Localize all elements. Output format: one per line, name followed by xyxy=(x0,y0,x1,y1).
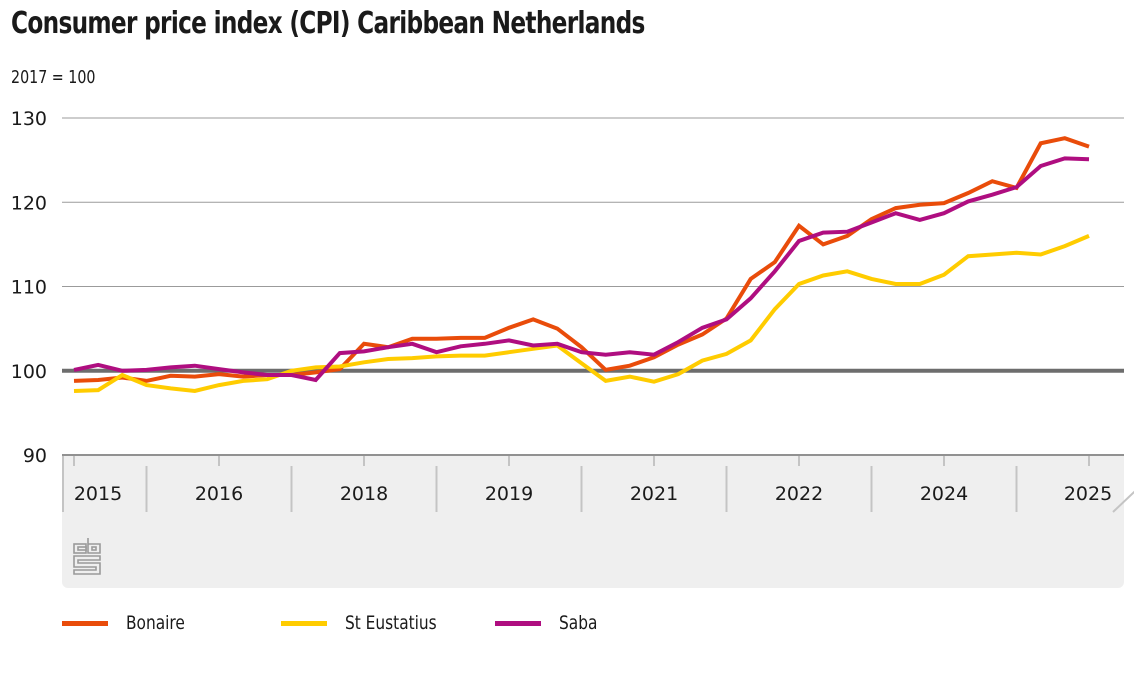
x-tick-label: 2015 xyxy=(74,483,122,505)
x-tick-label: 2019 xyxy=(485,483,533,505)
cbs-logo-icon xyxy=(73,537,101,575)
chart-title: Consumer price index (CPI) Caribbean Net… xyxy=(11,6,645,41)
y-tick-label: 110 xyxy=(11,277,47,299)
x-axis-ticks: 2015 2016 2018 2019 2021 2022 2024 2025 xyxy=(62,456,1134,513)
x-tick-label: 2018 xyxy=(340,483,388,505)
y-tick-label: 130 xyxy=(11,108,47,130)
chart-subtitle: 2017 = 100 xyxy=(11,67,96,88)
legend-label: St Eustatius xyxy=(345,612,438,634)
x-tick-label: 2022 xyxy=(775,483,823,505)
series-lines xyxy=(73,136,1090,394)
series-line-bonaire xyxy=(73,136,1090,383)
y-tick-label: 120 xyxy=(11,192,47,214)
gridlines xyxy=(62,117,1124,456)
y-tick-label: 90 xyxy=(23,445,47,467)
x-axis-panel xyxy=(62,456,1124,588)
x-tick-label: 2016 xyxy=(195,483,243,505)
series-line-saba xyxy=(73,156,1090,383)
x-tick-label: 2021 xyxy=(630,483,678,505)
legend-swatch-bonaire xyxy=(62,620,108,626)
y-axis-ticks: 90 100 110 120 130 xyxy=(11,108,47,467)
legend-item-bonaire[interactable]: Bonaire xyxy=(62,612,191,634)
x-tick-label: 2025 xyxy=(1064,483,1112,505)
legend-label: Saba xyxy=(559,612,598,634)
legend-swatch-st-eustatius xyxy=(281,620,328,626)
series-line-st-eustatius xyxy=(73,234,1090,394)
x-separator xyxy=(1112,490,1134,513)
legend-item-st-eustatius[interactable]: St Eustatius xyxy=(281,612,447,634)
x-tick-label: 2024 xyxy=(920,483,968,505)
y-tick-label: 100 xyxy=(11,361,47,383)
legend: Bonaire St Eustatius Saba xyxy=(62,612,650,634)
legend-label: Bonaire xyxy=(126,612,185,634)
legend-swatch-saba xyxy=(495,620,542,626)
legend-item-saba[interactable]: Saba xyxy=(495,612,602,634)
